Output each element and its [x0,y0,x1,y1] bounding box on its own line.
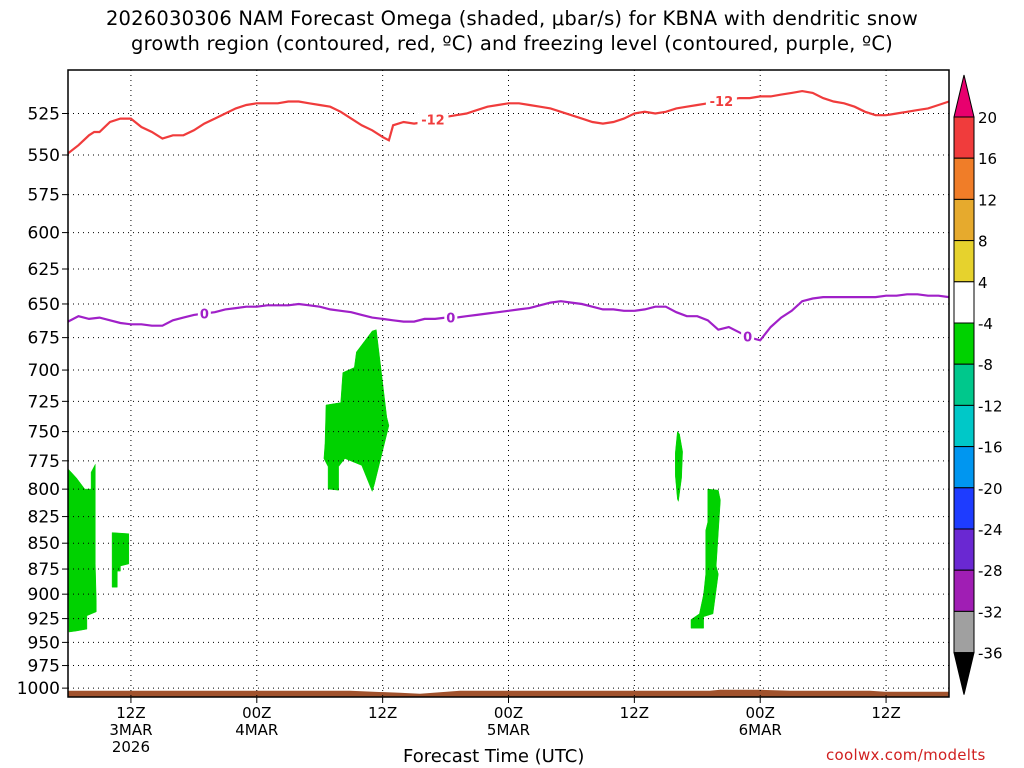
colorbar-swatch [953,322,975,365]
colorbar-swatch [953,487,975,530]
y-tick-label: 650 [28,295,60,315]
omega-regions [67,329,721,633]
contour-label-background [197,306,211,321]
colorbar-label: 20 [978,109,997,127]
colorbar-label: 4 [978,274,988,292]
surface-band [68,689,949,697]
x-tick-label: 00Z [746,704,775,722]
y-tick-label: 825 [28,508,60,528]
y-tick-label: 675 [28,329,60,349]
y-tick-label: 925 [28,610,60,630]
colorbar-label: 16 [978,150,997,168]
omega-region [67,464,97,633]
x-axis-title: Forecast Time (UTC) [403,746,585,767]
colorbar-label: -24 [978,521,1003,539]
y-tick-label: 600 [28,224,60,244]
colorbar-swatch [953,446,975,489]
y-tick-label: 875 [28,560,60,580]
x-tick-label: 00Z [494,704,523,722]
y-tick-label: 750 [28,423,60,443]
plot-frame [67,69,950,698]
omega-region [111,532,130,588]
colorbar-swatch [953,528,975,571]
contour-line [67,293,950,342]
colorbar-bottom-arrow [953,652,975,695]
contour-label: 0 [743,331,752,346]
y-tick-label: 625 [28,260,60,280]
colorbar-top-arrow [953,74,975,118]
chart-title-line-2: growth region (contoured, red, ºC) and f… [131,32,893,55]
y-tick-label: 775 [28,452,60,472]
x-tick-label: 6MAR [739,721,782,739]
colorbar-swatch [953,116,975,159]
x-tick-label: 12Z [368,704,397,722]
omega-region [675,431,683,503]
x-tick-label: 00Z [242,704,271,722]
y-tick-label: 525 [28,105,60,125]
y-tick-label: 550 [28,146,60,166]
y-tick-label: 725 [28,392,60,412]
contour-label: -12 [421,113,445,128]
chart-title: 2026030306 NAM Forecast Omega (shaded, μ… [0,6,1024,56]
omega-region [690,488,721,629]
colorbar-swatch [953,363,975,406]
y-tick-label: 1000 [17,679,60,699]
y-tick-label: 575 [28,186,60,206]
colorbar-swatch [953,281,975,324]
contour-lines: -12 -12 0 0 0 [67,89,950,346]
colorbar-swatch [953,157,975,200]
colorbar-label: -8 [978,356,993,374]
y-tick-label: 975 [28,657,60,677]
y-tick-label: 850 [28,534,60,554]
colorbar-label: 8 [978,233,988,251]
x-tick-label: 12Z [871,704,900,722]
y-tick-label: 950 [28,633,60,653]
x-tick-label: 2026 [112,738,150,756]
colorbar-label: -32 [978,603,1003,621]
contour-label: -12 [710,95,734,110]
site-credit: coolwx.com/modelts [826,746,986,764]
contour-label-background [417,112,449,127]
colorbar-label: -28 [978,562,1003,580]
axes: 525 550 575 600 625 650 675 700 725 750 775 800 825 8… [17,69,950,756]
contour-label: 0 [200,308,209,323]
y-tick-label: 900 [28,585,60,605]
colorbar-label: -4 [978,315,993,333]
colorbar-label: -12 [978,397,1003,415]
colorbar-label: -16 [978,439,1003,457]
colorbar-label: 12 [978,191,997,209]
y-tick-label: 800 [28,480,60,500]
colorbar-swatch [953,569,975,612]
contour-label-background [444,310,458,325]
colorbar: 20 16 12 8 4 -4 -8 -12 -16 -20 -24 -28 -32 -36 [953,74,1003,695]
contour-label: 0 [446,312,455,327]
y-tick-label: 700 [28,361,60,381]
contour-label-background [705,94,737,109]
x-tick-label: 3MAR [109,721,152,739]
colorbar-label: -20 [978,480,1003,498]
colorbar-swatch [953,240,975,283]
x-tick-label: 12Z [116,704,145,722]
colorbar-swatch [953,610,975,654]
x-tick-label: 12Z [620,704,649,722]
colorbar-swatch [953,404,975,448]
chart-title-line-1: 2026030306 NAM Forecast Omega (shaded, μ… [105,7,919,30]
x-tick-label: 4MAR [235,721,278,739]
colorbar-swatch [953,198,975,242]
x-tick-label: 5MAR [487,721,530,739]
colorbar-label: -36 [978,645,1003,663]
omega-region [323,329,390,493]
surface-fill [68,689,949,697]
contour-line [67,89,950,155]
contour-label-background [741,329,755,344]
grid-lines [68,70,949,697]
